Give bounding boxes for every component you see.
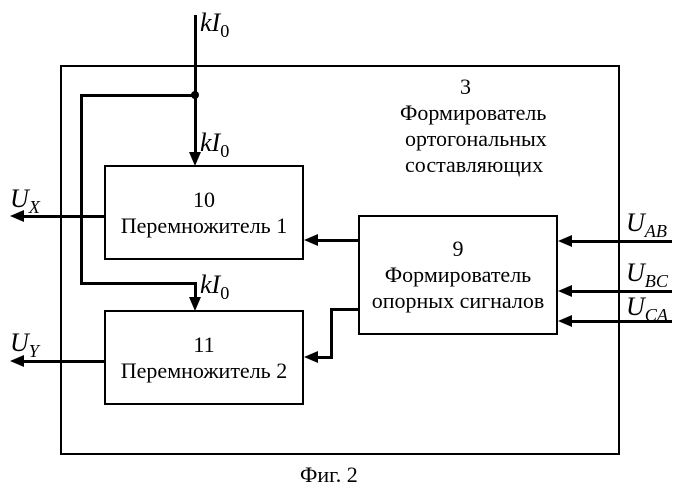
label-uca: UCA bbox=[626, 292, 668, 326]
ux-sub: X bbox=[29, 197, 40, 217]
outer-num: 3 bbox=[460, 74, 471, 100]
outer-label-3: составляющих bbox=[405, 152, 543, 178]
label-uy: UY bbox=[10, 328, 39, 362]
uy-u: U bbox=[10, 328, 29, 357]
kI0-mid1-sub: 0 bbox=[220, 141, 229, 161]
line-kI0-in-top bbox=[194, 15, 197, 152]
block-reference-signals: 9 Формирователь опорных сигналов bbox=[358, 215, 558, 335]
line-9-to-11-h2 bbox=[318, 356, 333, 359]
block-10-num: 10 bbox=[193, 187, 215, 213]
label-ubc: UBC bbox=[626, 258, 668, 292]
uab-u: U bbox=[626, 208, 645, 237]
block-10-name: Перемножитель 1 bbox=[121, 213, 287, 239]
kI0-mid1-k: kI bbox=[200, 128, 220, 157]
label-uab: UAB bbox=[626, 208, 667, 242]
label-kI0-mid2: kI0 bbox=[200, 270, 229, 304]
kI0-mid2-k: kI bbox=[200, 270, 220, 299]
kI0-top-sub: 0 bbox=[220, 21, 229, 41]
arrowhead-ubc bbox=[558, 285, 572, 297]
label-kI0-mid1: kI0 bbox=[200, 128, 229, 162]
arrowhead-uab bbox=[558, 235, 572, 247]
ubc-u: U bbox=[626, 258, 645, 287]
line-9-to-10 bbox=[318, 239, 358, 242]
block-multiplier-1: 10 Перемножитель 1 bbox=[104, 165, 304, 260]
line-9-to-11-v bbox=[330, 308, 333, 358]
line-branch-h bbox=[80, 94, 195, 97]
line-9-to-11-h bbox=[330, 308, 358, 311]
block-9-name-1: Формирователь bbox=[385, 262, 531, 288]
line-branch-v2 bbox=[194, 282, 197, 297]
arrowhead-uca bbox=[558, 315, 572, 327]
arrowhead-9-to-11 bbox=[304, 351, 318, 363]
figure-caption: Фиг. 2 bbox=[300, 462, 358, 488]
line-branch-h2 bbox=[80, 282, 197, 285]
label-ux: UX bbox=[10, 184, 40, 218]
uca-sub: CA bbox=[645, 305, 668, 325]
ux-u: U bbox=[10, 184, 29, 213]
uy-sub: Y bbox=[29, 341, 39, 361]
block-9-num: 9 bbox=[453, 236, 464, 262]
outer-label-1: Формирователь bbox=[400, 100, 546, 126]
line-branch-v bbox=[80, 94, 83, 284]
block-11-num: 11 bbox=[193, 332, 214, 358]
kI0-mid2-sub: 0 bbox=[220, 283, 229, 303]
label-kI0-top: kI0 bbox=[200, 8, 229, 42]
block-9-name-2: опорных сигналов bbox=[372, 288, 545, 314]
uca-u: U bbox=[626, 292, 645, 321]
kI0-top-k: kI bbox=[200, 8, 220, 37]
outer-label-2: ортогональных bbox=[405, 126, 547, 152]
block-11-name: Перемножитель 2 bbox=[121, 358, 287, 384]
block-multiplier-2: 11 Перемножитель 2 bbox=[104, 310, 304, 405]
ubc-sub: BC bbox=[645, 271, 668, 291]
arrowhead-9-to-10 bbox=[304, 234, 318, 246]
uab-sub: AB bbox=[645, 221, 667, 241]
